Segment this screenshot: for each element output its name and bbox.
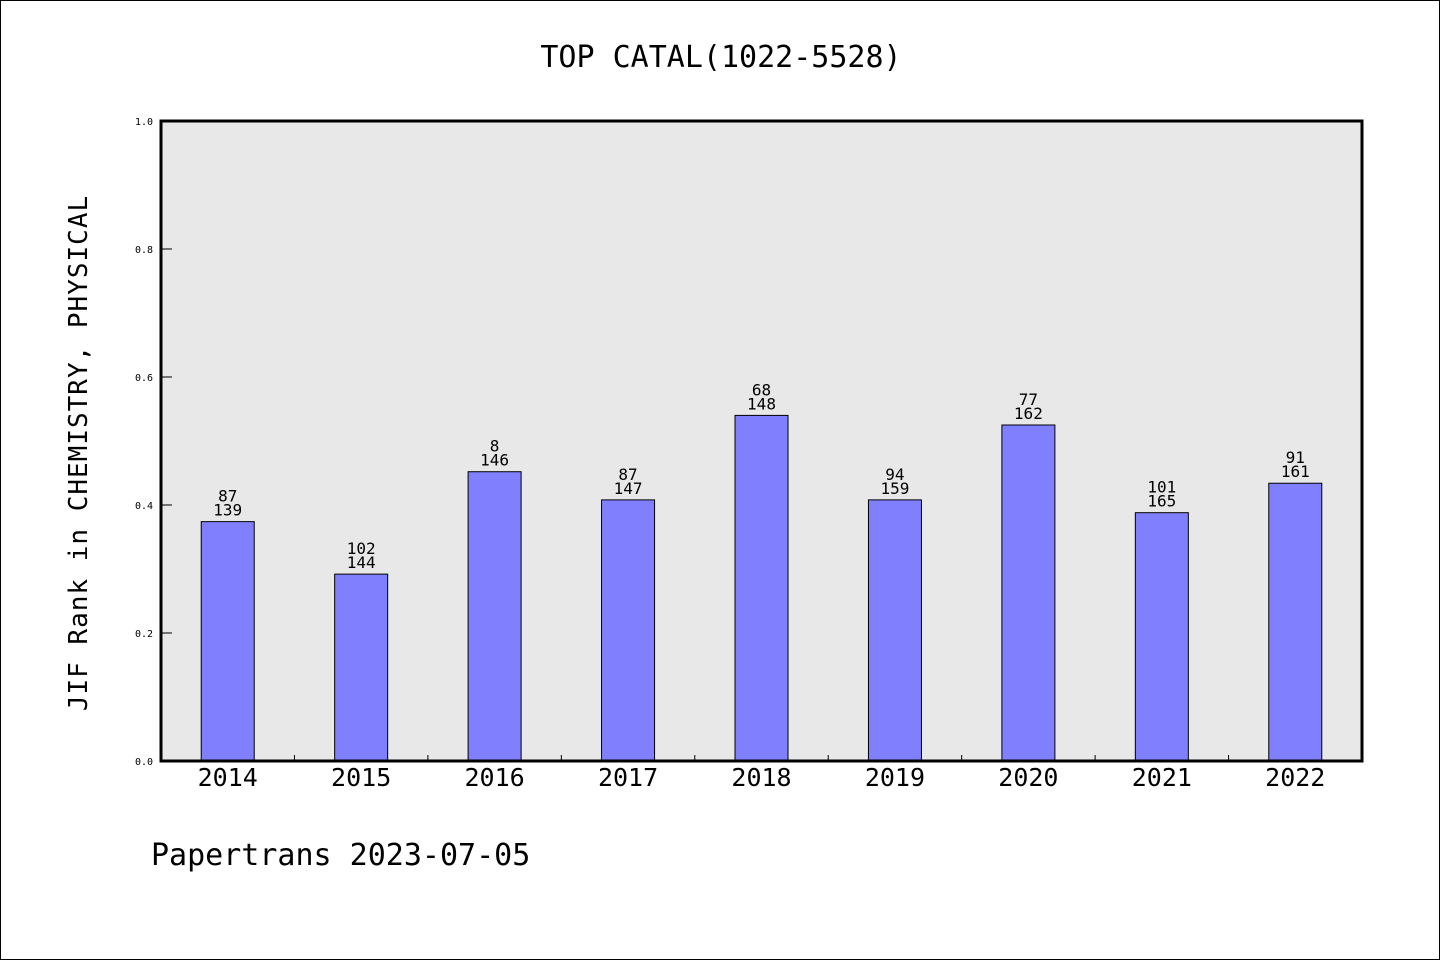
total-label: 139 — [213, 501, 242, 520]
y-tick-label: 1.0 — [135, 117, 153, 128]
x-tick-label: 2021 — [1132, 763, 1192, 792]
bar-2018 — [734, 414, 789, 762]
total-label: 159 — [880, 479, 909, 498]
total-label: 144 — [347, 553, 376, 572]
bar-2020 — [1001, 424, 1056, 762]
y-tick-label: 0.8 — [135, 245, 153, 256]
x-tick-label: 2014 — [198, 763, 258, 792]
footer-text: Papertrans 2023-07-05 — [151, 838, 530, 873]
x-tick-label: 2022 — [1265, 763, 1325, 792]
total-label: 162 — [1014, 404, 1043, 423]
data-labels-group: 8713910214481468714768148941597716210116… — [213, 380, 1309, 572]
bar-2017 — [601, 499, 656, 762]
chart-title: TOP CATAL(1022-5528) — [540, 40, 901, 75]
total-label: 148 — [747, 394, 776, 413]
x-tick-label: 2016 — [465, 763, 525, 792]
bar-2014 — [200, 521, 255, 762]
x-tick-label: 2018 — [731, 763, 791, 792]
total-label: 146 — [480, 451, 509, 470]
bar-2022 — [1268, 482, 1323, 762]
y-tick-label: 0.6 — [135, 373, 153, 384]
rank-label: 68 — [752, 380, 771, 399]
bar-2015 — [334, 573, 389, 762]
x-tick-label: 2015 — [331, 763, 391, 792]
bars-group — [200, 414, 1323, 762]
y-tick-label: 0.4 — [135, 501, 153, 512]
rank-label: 8 — [490, 437, 500, 456]
total-label: 147 — [614, 479, 643, 498]
rank-label: 87 — [218, 487, 237, 506]
x-tick-label: 2019 — [865, 763, 925, 792]
rank-label: 102 — [347, 539, 376, 558]
total-label: 165 — [1147, 492, 1176, 511]
bar-2016 — [467, 471, 522, 762]
y-tick-label: 0.2 — [135, 629, 153, 640]
y-tick-label: 0.0 — [135, 757, 153, 768]
total-label: 161 — [1281, 462, 1310, 481]
bar-2021 — [1134, 512, 1189, 762]
rank-label: 91 — [1286, 448, 1305, 467]
x-tick-label: 2017 — [598, 763, 658, 792]
rank-label: 87 — [618, 465, 637, 484]
plot-border — [159, 119, 1364, 763]
bar-2019 — [867, 499, 922, 762]
rank-label: 94 — [885, 465, 904, 484]
rank-label: 101 — [1147, 478, 1176, 497]
x-axis: 2014 2015 2016 2017 2018 2019 2020 2021 2022 — [198, 755, 1325, 792]
x-tick-label: 2020 — [998, 763, 1058, 792]
rank-label: 77 — [1019, 390, 1038, 409]
y-axis-label: JIF Rank in CHEMISTRY, PHYSICAL — [64, 195, 94, 711]
